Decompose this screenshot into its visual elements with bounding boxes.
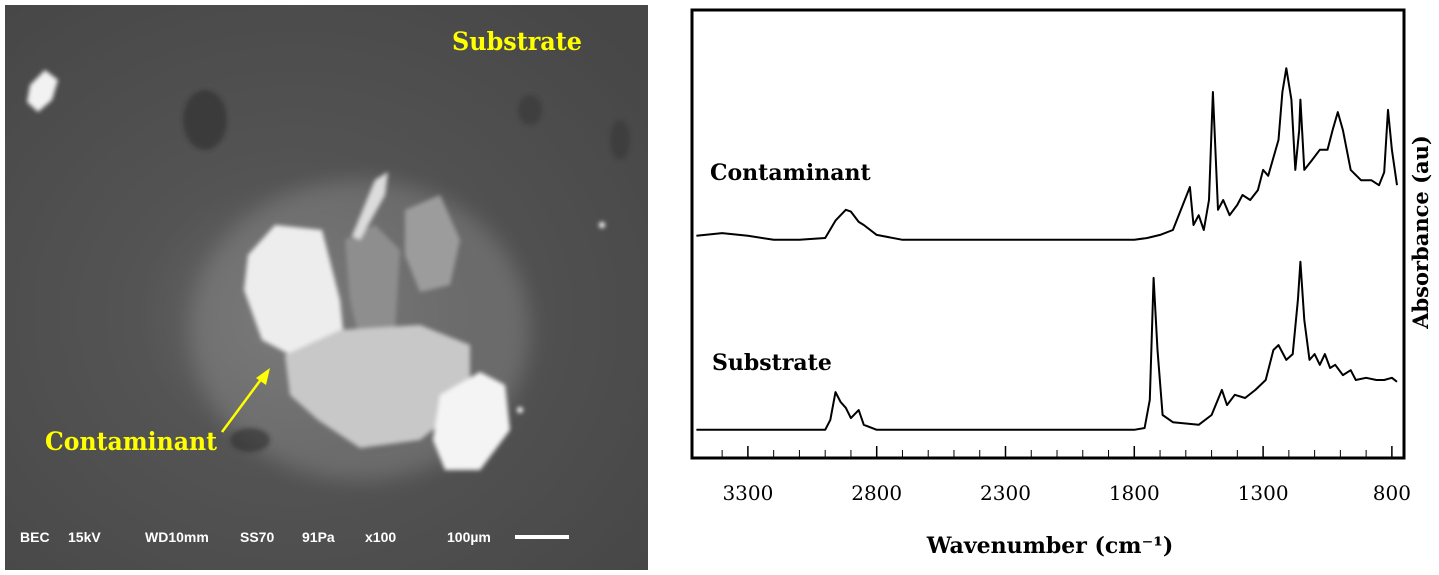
- scale-bar: [515, 535, 569, 539]
- x-tick-label: 800: [1373, 481, 1411, 505]
- x-tick-label: 3300: [722, 481, 773, 505]
- spectrum-line: [696, 262, 1397, 430]
- x-tick-label: 1300: [1238, 481, 1289, 505]
- info-text: BEC: [20, 529, 50, 545]
- y-axis-label: Absorbance (au): [1408, 135, 1433, 330]
- image-label: Contaminant: [45, 427, 217, 456]
- x-tick-label: 2300: [980, 481, 1031, 505]
- x-tick-label: 1800: [1109, 481, 1160, 505]
- page: { "image": { "labels": ["Substrate", "Co…: [0, 0, 1439, 575]
- info-text: 100µm: [447, 529, 491, 545]
- info-text: WD10mm: [145, 529, 209, 545]
- x-axis-label: Wavenumber (cm⁻¹): [926, 533, 1173, 559]
- series-label: Substrate: [712, 350, 832, 376]
- spectrum-line: [696, 68, 1397, 240]
- image-label: Substrate: [452, 27, 582, 56]
- x-tick-label: 2800: [851, 481, 902, 505]
- info-text: x100: [365, 529, 396, 545]
- info-text: 91Pa: [302, 529, 335, 545]
- info-text: 15kV: [68, 529, 101, 545]
- plot-frame: [692, 10, 1404, 458]
- sem-image: Substrate Contaminant BEC 15kV WD10mm SS…: [5, 5, 648, 570]
- figure: Substrate Contaminant BEC 15kV WD10mm SS…: [0, 0, 1439, 575]
- info-text: SS70: [240, 529, 274, 545]
- series-label: Contaminant: [710, 160, 871, 186]
